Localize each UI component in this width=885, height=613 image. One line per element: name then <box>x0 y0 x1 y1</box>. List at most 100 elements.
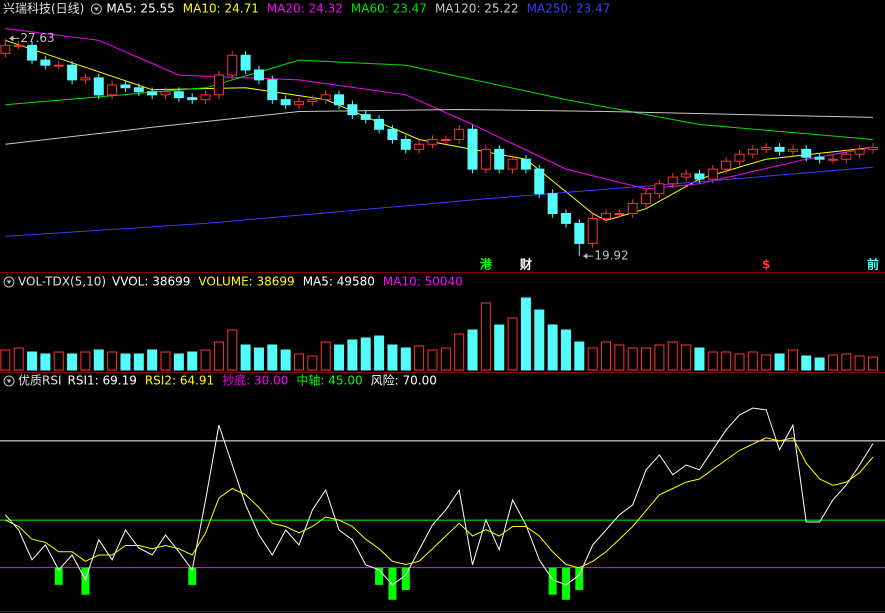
bottom-signal-bar <box>375 567 384 585</box>
candle-body <box>374 118 385 130</box>
annotation-arrowhead <box>583 253 588 260</box>
volume-bar <box>133 353 144 371</box>
volume-bar <box>627 347 638 371</box>
event-marker: 港 <box>480 257 493 272</box>
candle-body <box>747 148 758 155</box>
candle-body <box>414 143 425 150</box>
candle-body <box>734 153 745 162</box>
volume-bar <box>761 354 772 371</box>
event-marker: 前 <box>867 257 879 272</box>
volume-bar <box>80 351 91 371</box>
candle-body <box>454 128 465 140</box>
volume-bar <box>440 347 451 371</box>
volume-bar <box>721 351 732 371</box>
bottom-signal-bar <box>188 567 197 585</box>
volume-bar <box>614 344 625 371</box>
volume-bar <box>374 335 385 371</box>
header-value: MA20: 24.32 <box>267 2 343 16</box>
volume-bar <box>574 341 585 371</box>
candle-body <box>307 99 318 103</box>
moving-average-line <box>5 108 874 145</box>
bottom-signal-bar <box>388 567 397 600</box>
candle-body <box>761 146 772 150</box>
candle-body <box>614 212 625 215</box>
header-value: MA10: 24.71 <box>183 2 259 16</box>
candle-body <box>534 168 545 195</box>
candle-body <box>267 79 278 101</box>
candle-body <box>774 146 785 152</box>
volume-bar <box>641 347 652 371</box>
level-label: 风险: 70.00 <box>371 373 437 388</box>
volume-bar <box>347 339 358 371</box>
candle-body <box>93 77 104 96</box>
candle-body <box>227 54 238 76</box>
candle-body <box>827 158 838 161</box>
candle-body <box>560 212 571 224</box>
volume-bar <box>240 344 251 371</box>
volume-bar <box>360 337 371 371</box>
volume-bar <box>854 355 865 371</box>
candle-body <box>841 153 852 160</box>
bottom-signal-bar <box>575 567 584 590</box>
volume-bar <box>227 329 238 371</box>
panel-icon <box>3 276 15 288</box>
candle-body <box>120 84 131 89</box>
candle-body <box>787 148 798 152</box>
volume-bar <box>494 324 505 371</box>
volume-bar <box>520 297 531 371</box>
volume-bar <box>667 341 678 371</box>
annotation-label: 27.63 <box>20 31 54 45</box>
candle-body <box>53 64 64 67</box>
volume-bar <box>681 344 692 371</box>
rsi-line <box>4 407 874 586</box>
volume-bar <box>27 351 38 371</box>
candle-body <box>480 148 491 170</box>
volume-bar <box>814 357 825 371</box>
bottom-signal-bar <box>548 567 557 595</box>
volume-bar <box>787 349 798 371</box>
candle-body <box>320 94 331 101</box>
candle-body <box>173 91 184 99</box>
candle-body <box>507 158 518 170</box>
panel-title: 兴瑞科技(日线) <box>3 2 84 16</box>
candle-body <box>867 146 878 150</box>
candle-body <box>667 176 678 185</box>
volume-bar <box>387 344 398 371</box>
candle-body <box>587 218 598 244</box>
candle-body <box>107 84 118 96</box>
volume-bar <box>280 349 291 371</box>
candle-body <box>641 193 652 205</box>
volume-bar <box>93 349 104 371</box>
rsi-line <box>5 437 874 569</box>
candle-body <box>200 94 211 101</box>
bottom-signal-bar <box>81 567 90 595</box>
moving-average-line <box>5 28 874 190</box>
volume-bar <box>547 324 558 371</box>
volume-bar <box>454 333 465 371</box>
panel-icon-arrow <box>93 7 99 11</box>
candle-body <box>13 44 24 47</box>
header-value: RSI2: 64.91 <box>145 374 214 388</box>
panel-icon <box>90 3 102 15</box>
volume-bar <box>534 309 545 371</box>
volume-bar <box>707 351 718 371</box>
candle-body <box>427 138 438 145</box>
annotation-arrowhead <box>9 35 14 42</box>
volume-bar <box>774 353 785 371</box>
volume-bar <box>841 353 852 371</box>
volume-bar <box>560 329 571 371</box>
volume-bar <box>67 353 78 371</box>
volume-bar <box>867 356 878 371</box>
candle-body <box>360 114 371 120</box>
candle-body <box>387 128 398 140</box>
annotation-label: 19.92 <box>594 249 628 263</box>
candle-body <box>574 222 585 244</box>
volume-bar <box>253 347 264 371</box>
header-value: MA5: 49580 <box>303 275 375 289</box>
candle-body <box>240 54 251 71</box>
header-value: MA60: 23.47 <box>351 2 427 16</box>
candle-body <box>280 99 291 106</box>
event-marker: 财 <box>519 257 532 272</box>
candle-body <box>801 148 812 158</box>
moving-average-line <box>5 166 874 237</box>
